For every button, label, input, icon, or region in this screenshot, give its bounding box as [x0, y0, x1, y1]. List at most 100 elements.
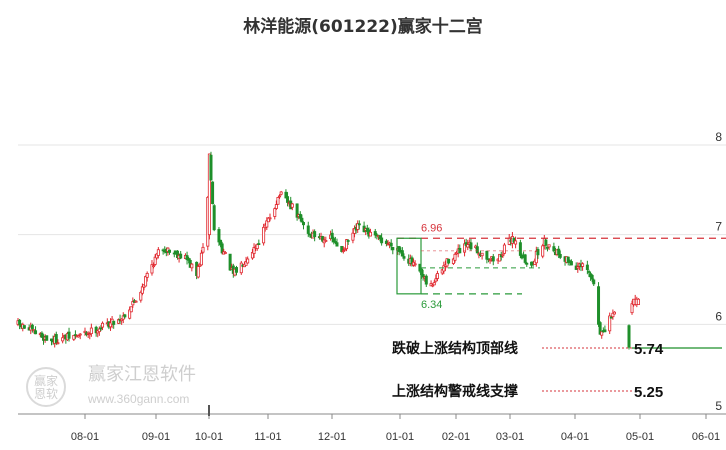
structure-line-value: 5.25 — [634, 384, 663, 401]
x-tick-label: 10-01 — [195, 431, 223, 443]
candle-body — [335, 242, 339, 247]
candle-body — [630, 303, 634, 314]
candle-body — [576, 266, 580, 269]
candle-body — [207, 153, 211, 236]
candle-body — [273, 208, 277, 217]
candle-body — [61, 337, 65, 342]
candle-body — [257, 243, 261, 246]
candle-body — [502, 244, 506, 254]
candle-body — [123, 314, 127, 318]
candle-body — [134, 300, 138, 303]
candle-body — [324, 240, 328, 242]
candle-body — [421, 274, 425, 278]
x-tick-label: 05-01 — [626, 431, 654, 443]
candle-body — [597, 286, 601, 325]
candle-body — [608, 315, 612, 332]
chart-title: 林洋能源(601222)赢家十二宫 — [243, 16, 483, 37]
x-axis: 08-01 09-01 10-01 11-01 12-01 01-01 02-01 03-01… — [18, 405, 726, 443]
candle-body — [67, 331, 71, 339]
watermark-brand: 赢家江恩软件 — [88, 363, 196, 385]
candle-body — [234, 267, 238, 273]
candle-body — [485, 250, 489, 260]
candle-body — [131, 301, 135, 306]
candle-body — [190, 263, 194, 269]
candle-body — [368, 231, 372, 237]
candle-body — [435, 273, 439, 279]
candle-body — [211, 181, 215, 205]
annotations: 跌破上涨结构顶部线 5.74 上涨结构警戒线支撑 5.25 — [392, 340, 722, 401]
candle-body — [400, 250, 404, 257]
candle-body — [402, 256, 406, 259]
candle-body — [469, 242, 473, 250]
candle-body — [552, 246, 556, 252]
candle-body — [391, 246, 395, 251]
watermark-seal-line: 赢家 — [34, 373, 58, 388]
candle-body — [545, 246, 549, 249]
candle-body — [569, 261, 573, 266]
candle-body — [612, 311, 616, 315]
candle-body — [156, 249, 160, 256]
candle-body — [627, 325, 631, 348]
candle-body — [541, 245, 545, 257]
candle-body — [18, 319, 22, 325]
x-tick-label: 08-01 — [71, 431, 99, 443]
y-tick-label: 6 — [715, 309, 722, 323]
candle-body — [357, 223, 361, 226]
candle-body — [199, 252, 203, 266]
candle-body — [196, 266, 200, 278]
candle-body — [424, 275, 428, 285]
candle-body — [306, 225, 310, 234]
candle-body — [139, 291, 143, 301]
structure-line-label: 跌破上涨结构顶部线 — [392, 340, 518, 357]
candle-body — [598, 322, 602, 335]
candle-body — [547, 244, 551, 248]
candle-body — [290, 203, 294, 208]
watermark-url: www.360gann.com — [87, 392, 189, 406]
candle-body — [590, 274, 594, 280]
candle-body — [501, 254, 505, 257]
candle-body — [73, 334, 77, 337]
candle-body — [54, 334, 58, 344]
watermark-seal-line: 恩软 — [34, 387, 58, 401]
candle-body — [179, 253, 183, 259]
candle-body — [491, 256, 495, 262]
structure-line-label: 上涨结构警戒线支撑 — [392, 383, 518, 400]
candle-body — [463, 243, 467, 253]
candle-body — [587, 271, 591, 273]
candle-body — [228, 253, 232, 271]
candle-body — [150, 264, 154, 274]
watermark-seal-text: 赢家恩软 — [34, 373, 58, 401]
candle-body — [209, 154, 213, 181]
candle-body — [56, 342, 60, 345]
y-axis-ticks: 5 6 7 8 — [715, 130, 722, 413]
x-tick-label: 02-01 — [442, 431, 470, 443]
candle-body — [466, 244, 470, 248]
y-tick-label: 7 — [715, 220, 722, 234]
candle-body — [112, 320, 116, 325]
x-tick-label: 12-01 — [318, 431, 346, 443]
candle-body — [301, 222, 305, 226]
range-box — [396, 237, 422, 295]
watermark-seal-icon — [26, 367, 66, 407]
candle-body — [223, 252, 227, 254]
x-tick-label: 03-01 — [496, 431, 524, 443]
candle-body — [600, 331, 604, 336]
candle-body — [351, 232, 355, 241]
candle-body — [212, 205, 216, 231]
structure-line-value: 5.74 — [634, 341, 664, 358]
y-tick-label: 5 — [715, 399, 722, 413]
candle-body — [144, 276, 148, 287]
box-low-label: 6.34 — [421, 299, 442, 311]
candle-body — [611, 312, 615, 318]
x-tick-label: 09-01 — [142, 431, 170, 443]
candle-body — [434, 278, 438, 282]
x-tick-label: 04-01 — [561, 431, 589, 443]
candle-body — [45, 335, 49, 341]
candle-body — [431, 284, 435, 287]
candle-body — [152, 265, 156, 268]
candle-body — [330, 232, 334, 240]
candle-body — [99, 327, 103, 330]
candle-body — [34, 330, 38, 335]
candle-body — [518, 242, 522, 256]
structure-overlays: 6.96 6.34 — [396, 222, 726, 311]
